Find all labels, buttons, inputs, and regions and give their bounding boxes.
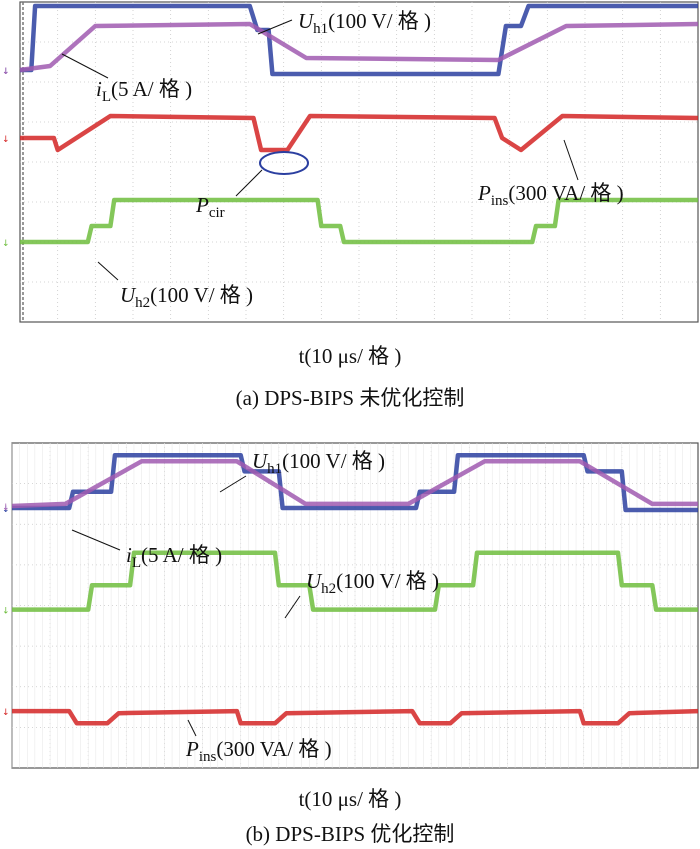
chart-b: ↓↓↓↓Uh1(100 V/ 格 )iL(5 A/ 格 )Uh2(100 V/ … xyxy=(2,442,699,769)
panel-b: ↓ ↓ ↓ ↓ Uh1(100 V/ 格 ) iL(5 A/ 格 ) Uh2(100 V/ … xyxy=(0,438,700,773)
chart-b-xlabel: t(10 μs/ 格 ) xyxy=(298,787,402,811)
annotation-iL: iL(5 A/ 格 ) xyxy=(96,77,192,105)
series-line-Uh2 xyxy=(12,550,698,612)
annotation-Pins: Pins(300 VA/ 格 ) xyxy=(477,181,624,209)
annotation-Pcir: Pcir xyxy=(195,193,225,221)
channel-marker: ↓ xyxy=(2,239,10,249)
annotation-leader xyxy=(284,595,301,619)
annotation-leader xyxy=(71,529,121,551)
annotation-leader xyxy=(563,139,579,181)
annotation-Uh2: Uh2(100 V/ 格 ) xyxy=(120,283,253,311)
annotation-iL: iL(5 A/ 格 ) xyxy=(126,543,222,571)
channel-marker: ↓ xyxy=(2,505,10,515)
panel-a: ↓ ↓ ↓ ↓ Uh1(100 V/ 格 ) iL(5 A/ 格 ) Pcir Pins(30… xyxy=(0,0,700,335)
chart-b-title: (b) DPS-BIPS 优化控制 xyxy=(245,822,455,846)
annotation-Uh1: Uh1(100 V/ 格 ) xyxy=(252,449,385,477)
series-line-Uh2 xyxy=(20,197,698,245)
chart-a-xlabel: t(10 μs/ 格 ) xyxy=(298,344,402,368)
channel-marker: ↓ xyxy=(2,503,10,513)
series-line-iL xyxy=(19,21,699,73)
series-line-Uh1 xyxy=(20,3,698,77)
annotation-Pins: Pins(300 VA/ 格 ) xyxy=(185,737,332,765)
chart-a-title: (a) DPS-BIPS 未优化控制 xyxy=(235,386,465,410)
annotation-leader xyxy=(187,719,197,737)
chart-a: ↓↓↓↓Uh1(100 V/ 格 )iL(5 A/ 格 )PcirPins(30… xyxy=(2,1,699,323)
channel-marker: ↓ xyxy=(2,708,10,718)
annotation-Uh2: Uh2(100 V/ 格 ) xyxy=(306,569,439,597)
channel-marker: ↓ xyxy=(2,67,10,77)
annotation-leader xyxy=(61,53,109,79)
series-line-Pins xyxy=(20,113,699,153)
annotation-leader xyxy=(219,475,247,493)
annotation-leader xyxy=(235,169,263,197)
pcir-highlight xyxy=(259,151,309,175)
annotation-leader xyxy=(257,19,293,35)
annotation-leader xyxy=(97,261,119,281)
annotation-Uh1: Uh1(100 V/ 格 ) xyxy=(298,9,431,37)
channel-marker: ↓ xyxy=(2,67,10,77)
series-line-Pins xyxy=(12,708,699,726)
series-line-iL xyxy=(11,459,698,509)
channel-marker: ↓ xyxy=(2,135,10,145)
channel-marker: ↓ xyxy=(2,607,10,617)
